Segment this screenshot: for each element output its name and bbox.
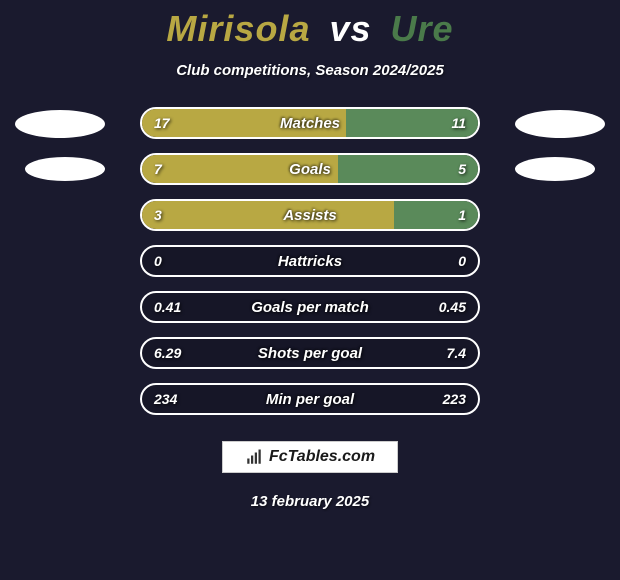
stat-value-left: 6.29 [154,339,181,367]
stat-row: 1711Matches [140,107,480,139]
stat-row: 234 223Min per goal [140,383,480,415]
comparison-card: Mirisola vs Ure Club competitions, Seaso… [0,0,620,580]
player1-name: Mirisola [166,8,310,49]
stat-value-left: 0 [154,247,162,275]
subtitle: Club competitions, Season 2024/2025 [176,62,444,79]
watermark-badge[interactable]: FcTables.com [222,441,398,473]
stat-value-left: 234 [154,385,177,413]
stat-bar-right [346,109,478,137]
stat-bar-right [338,155,478,183]
stat-label: Min per goal [142,385,478,413]
stat-label: Hattricks [142,247,478,275]
stat-value-right: 223 [443,385,466,413]
stat-bars: 1711Matches 75Goals 31Assists 0 0Hattricks 0.… [140,107,480,415]
stat-row: 6.29 7.4Shots per goal [140,337,480,369]
stats-area: 1711Matches 75Goals 31Assists 0 0Hattricks 0.… [0,107,620,415]
stat-value-right: 0.45 [439,293,466,321]
stat-row: 0.41 0.45Goals per match [140,291,480,323]
stat-bar-right [394,201,478,229]
stat-bar-left [142,109,346,137]
stat-bar-left [142,201,394,229]
stat-value-left: 0.41 [154,293,181,321]
player1-avatar-placeholder [15,110,105,138]
stat-row: 75Goals [140,153,480,185]
stat-label: Goals per match [142,293,478,321]
stat-value-right: 7.4 [447,339,466,367]
player2-name: Ure [391,8,454,49]
stat-row: 31Assists [140,199,480,231]
player2-club-placeholder [515,157,595,181]
stat-bar-left [142,155,338,183]
player1-club-placeholder [25,157,105,181]
vs-label: vs [329,8,371,49]
stat-label: Shots per goal [142,339,478,367]
watermark-text: FcTables.com [269,448,375,466]
date-label: 13 february 2025 [251,493,369,510]
stat-value-right: 0 [458,247,466,275]
chart-icon [245,448,263,466]
page-title: Mirisola vs Ure [166,8,453,50]
stat-row: 0 0Hattricks [140,245,480,277]
player2-avatar-placeholder [515,110,605,138]
